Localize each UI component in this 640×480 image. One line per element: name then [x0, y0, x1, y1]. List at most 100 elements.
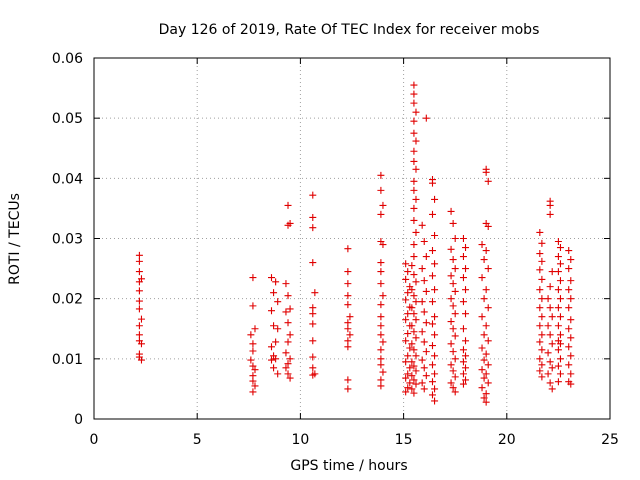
data-point [548, 313, 556, 321]
data-point [410, 362, 418, 370]
data-point [286, 355, 294, 363]
data-point [428, 298, 436, 306]
data-point [410, 129, 418, 137]
x-tick-label: 0 [90, 432, 99, 448]
data-point [309, 224, 317, 232]
data-point [344, 376, 352, 384]
data-point [546, 358, 554, 366]
data-point [462, 376, 470, 384]
data-point [431, 385, 439, 393]
data-point [251, 325, 259, 333]
data-point [404, 310, 412, 318]
y-tick-label: 0.01 [52, 352, 83, 368]
data-point [410, 328, 418, 336]
data-point [412, 195, 420, 203]
data-point [418, 221, 426, 229]
data-point [556, 355, 564, 363]
data-point [556, 295, 564, 303]
data-point [459, 358, 467, 366]
data-point [428, 378, 436, 386]
data-point [459, 274, 467, 282]
data-point [449, 280, 457, 288]
data-point [135, 331, 143, 339]
data-point [538, 346, 546, 354]
data-point [420, 338, 428, 346]
data-point [447, 272, 455, 280]
x-tick-label: 25 [601, 432, 619, 448]
data-point [282, 280, 290, 288]
data-point [412, 380, 420, 388]
data-point [274, 370, 282, 378]
data-point [554, 362, 562, 370]
data-point [565, 361, 573, 369]
data-point [377, 259, 385, 267]
data-point [554, 346, 562, 354]
data-point [546, 210, 554, 218]
data-point [137, 340, 145, 348]
data-point [536, 322, 544, 330]
data-point [379, 292, 387, 300]
data-point [410, 186, 418, 194]
data-point [377, 313, 385, 321]
data-point [480, 331, 488, 339]
data-point [451, 355, 459, 363]
data-point [311, 289, 319, 297]
data-point [284, 360, 292, 368]
data-point [565, 304, 573, 312]
data-point [462, 310, 470, 318]
data-point [536, 355, 544, 363]
data-point [412, 316, 420, 324]
data-point [309, 304, 317, 312]
y-tick-label: 0.06 [52, 51, 83, 67]
data-point [410, 177, 418, 185]
data-point [449, 384, 457, 392]
data-point [406, 344, 414, 352]
data-point [418, 298, 426, 306]
data-point [402, 296, 410, 304]
data-point [538, 313, 546, 321]
data-point [379, 241, 387, 249]
data-point [377, 268, 385, 276]
data-point [410, 292, 418, 300]
data-point [309, 213, 317, 221]
data-point [377, 280, 385, 288]
x-axis-label: GPS time / hours [290, 458, 407, 474]
data-point [478, 313, 486, 321]
data-point [344, 385, 352, 393]
data-point [377, 301, 385, 309]
data-point [462, 352, 470, 360]
data-point [377, 171, 385, 179]
data-point [428, 361, 436, 369]
data-point [268, 356, 276, 364]
data-point [284, 338, 292, 346]
data-point [538, 361, 546, 369]
data-point [482, 286, 490, 294]
data-point [538, 331, 546, 339]
data-point [344, 337, 352, 345]
data-point [480, 394, 488, 402]
y-tick-label: 0.02 [52, 292, 83, 308]
data-point [431, 231, 439, 239]
data-point [251, 382, 259, 390]
data-point [431, 397, 439, 405]
data-point [309, 320, 317, 328]
data-point [428, 247, 436, 255]
data-point [478, 344, 486, 352]
data-point [484, 265, 492, 273]
data-point [538, 257, 546, 265]
data-point [480, 295, 488, 303]
data-point [459, 346, 467, 354]
data-point [404, 352, 412, 360]
data-point [478, 274, 486, 282]
data-point [377, 346, 385, 354]
data-point [422, 287, 430, 295]
data-point [249, 347, 257, 355]
data-point [451, 235, 459, 242]
data-point [484, 304, 492, 312]
data-point [536, 266, 544, 274]
data-point [377, 322, 385, 330]
data-point [431, 260, 439, 268]
data-point [408, 286, 416, 294]
data-point [274, 325, 282, 333]
x-tick-label: 20 [498, 432, 516, 448]
